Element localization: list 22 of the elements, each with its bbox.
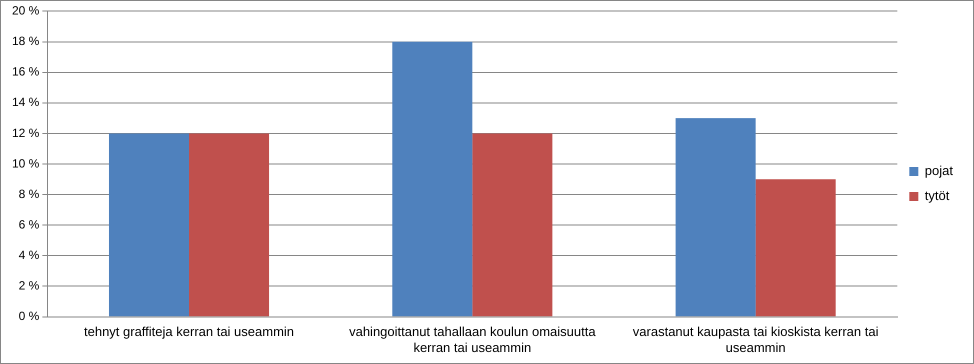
y-tick-label: 16 % — [12, 64, 40, 79]
legend-label: tytöt — [924, 188, 950, 204]
y-tick-label: 20 % — [12, 4, 40, 18]
bar — [756, 179, 836, 316]
bar — [472, 133, 552, 316]
y-tick-label: 6 % — [18, 217, 40, 232]
x-tick-label: vahingoittanut tahallaan koulun omaisuutta kerran tai useammin — [349, 324, 596, 355]
y-tick-label: 10 % — [12, 156, 40, 170]
y-tick-label: 2 % — [18, 278, 40, 293]
y-tick-label: 18 % — [12, 34, 40, 48]
x-tick-label: varastanut kaupasta tai kioskista kerran tai useammin — [632, 324, 879, 355]
y-tick-label: 0 % — [18, 309, 40, 324]
bar — [189, 133, 270, 316]
y-tick-label: 8 % — [18, 186, 40, 201]
y-tick-label: 12 % — [12, 126, 40, 140]
legend-label: pojat — [924, 163, 954, 178]
bar — [108, 133, 190, 316]
x-tick-label: tehnyt graffiteja kerran tai useammin — [84, 324, 294, 340]
bar — [392, 42, 472, 316]
y-tick-label: 14 % — [12, 95, 40, 110]
y-tick-label: 4 % — [18, 248, 40, 262]
bar — [676, 118, 756, 316]
